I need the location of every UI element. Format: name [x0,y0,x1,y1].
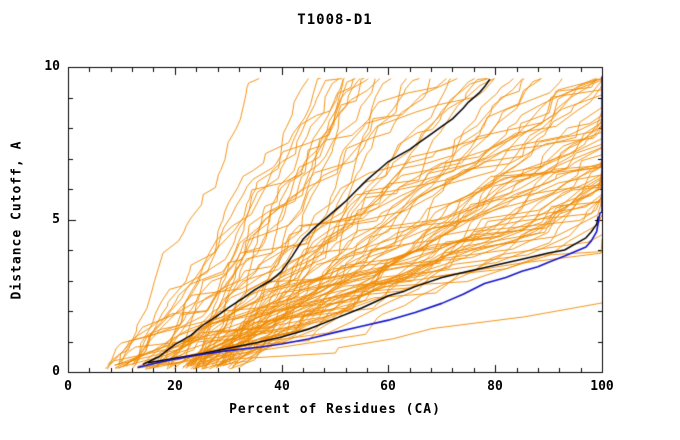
y-tick-label-5: 5 [52,212,60,227]
x-tick-label-60: 60 [380,379,396,394]
x-tick-label-20: 20 [167,379,183,394]
x-tick-label-100: 100 [590,379,614,394]
x-tick-label-40: 40 [274,379,290,394]
chart-title: T1008-D1 [297,12,373,28]
x-axis-label: Percent of Residues (CA) [229,402,441,417]
y-tick-label-10: 10 [44,59,60,74]
y-tick-label-0: 0 [52,364,60,379]
x-tick-label-80: 80 [487,379,503,394]
x-tick-label-0: 0 [64,379,72,394]
